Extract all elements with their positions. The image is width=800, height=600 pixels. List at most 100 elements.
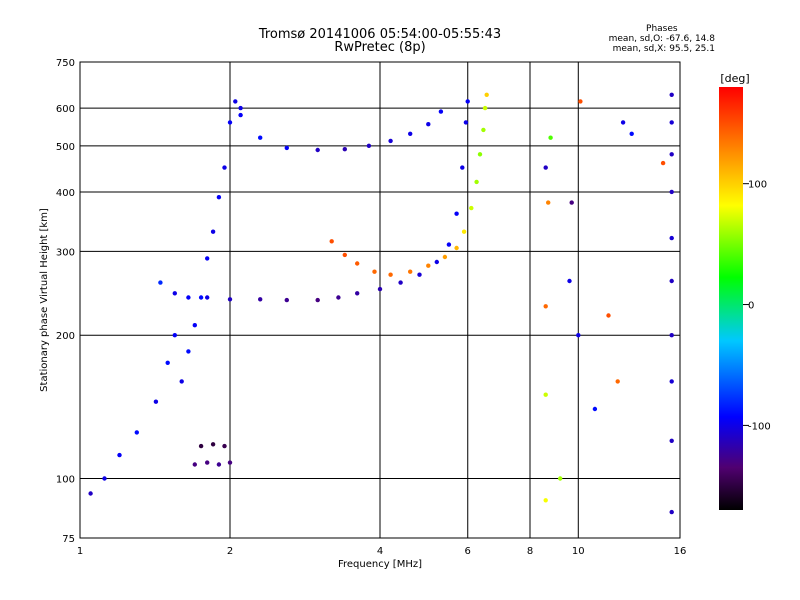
- data-point: [465, 99, 470, 104]
- data-point: [227, 460, 233, 465]
- data-point: [567, 278, 572, 284]
- data-point: [342, 147, 347, 152]
- data-point: [315, 297, 320, 303]
- data-point: [336, 295, 341, 300]
- y-axis-ticks: 75 100 200 300 400 500 600 750: [56, 58, 75, 545]
- data-point: [222, 443, 227, 449]
- data-point: [102, 476, 107, 481]
- y-tick-label: 400: [56, 188, 75, 199]
- data-point: [165, 360, 170, 365]
- colorbar-tick-label: -100: [748, 421, 771, 432]
- data-point: [543, 392, 548, 397]
- x-tick-label: 16: [674, 546, 687, 557]
- data-point: [205, 256, 210, 261]
- data-point: [548, 135, 553, 140]
- data-point: [474, 179, 479, 185]
- data-point: [210, 229, 216, 234]
- data-point: [329, 239, 334, 244]
- grid-lines: [80, 62, 680, 538]
- data-point: [377, 286, 383, 292]
- data-point: [442, 254, 448, 260]
- x-tick-label: 10: [572, 546, 585, 557]
- data-point: [669, 438, 674, 443]
- data-point: [372, 269, 377, 274]
- data-point: [592, 406, 598, 412]
- data-point: [238, 105, 243, 111]
- data-point: [198, 443, 204, 449]
- data-point: [417, 272, 422, 277]
- data-point: [172, 333, 177, 338]
- data-point: [543, 304, 548, 309]
- colorbar-ticks: 100 0 -100: [743, 180, 771, 432]
- data-point: [186, 349, 191, 354]
- data-points: [88, 92, 674, 515]
- data-point: [117, 452, 122, 458]
- data-point: [543, 498, 548, 503]
- data-point: [629, 131, 634, 136]
- data-point: [227, 120, 233, 125]
- data-point: [284, 145, 289, 151]
- data-point: [660, 160, 666, 166]
- x-tick-label: 8: [527, 546, 533, 557]
- data-point: [192, 323, 197, 328]
- data-point: [158, 280, 163, 285]
- phase-stats-x: mean, sd,X: 95.5, 25.1: [612, 44, 715, 54]
- data-point: [477, 152, 483, 157]
- data-point: [484, 92, 489, 98]
- data-point: [434, 259, 439, 265]
- data-point: [284, 297, 289, 303]
- data-point: [669, 509, 674, 515]
- data-point: [355, 261, 360, 266]
- data-point: [620, 120, 626, 125]
- data-point: [205, 295, 210, 300]
- x-tick-label: 6: [465, 546, 471, 557]
- data-point: [366, 143, 372, 148]
- data-point: [482, 105, 488, 111]
- y-axis-label: Stationary phase Virtual Height [km]: [39, 208, 50, 392]
- data-point: [179, 379, 184, 384]
- data-point: [426, 122, 431, 127]
- data-point: [216, 195, 222, 200]
- data-point: [258, 297, 263, 302]
- colorbar-unit-label: [deg]: [720, 72, 749, 85]
- data-point: [576, 333, 581, 338]
- data-point: [222, 165, 227, 170]
- colorbar: [719, 87, 743, 510]
- data-point: [216, 462, 222, 467]
- colorbar-tick-label: 0: [748, 301, 754, 312]
- x-axis-label: Frequency [MHz]: [338, 559, 422, 570]
- y-tick-label: 750: [56, 58, 75, 69]
- data-point: [669, 278, 674, 284]
- data-point: [210, 442, 216, 447]
- data-point: [227, 297, 233, 302]
- data-point: [388, 272, 393, 277]
- data-point: [342, 252, 347, 258]
- data-point: [669, 92, 674, 98]
- data-point: [426, 263, 431, 268]
- data-point: [669, 189, 674, 195]
- data-point: [198, 295, 204, 300]
- data-point: [558, 476, 563, 481]
- data-point: [446, 242, 452, 247]
- data-point: [153, 399, 159, 404]
- x-axis-ticks: 1 2 4 6 8 10 16: [77, 546, 687, 557]
- data-point: [258, 135, 263, 140]
- x-tick-label: 2: [227, 546, 233, 557]
- data-point: [233, 99, 238, 104]
- data-point: [569, 200, 574, 205]
- data-point: [134, 430, 139, 435]
- data-point: [615, 379, 620, 384]
- data-point: [469, 205, 474, 211]
- phase-stats: Phases mean, sd,O: -67.6, 14.8 mean, sd,…: [609, 24, 715, 54]
- data-point: [186, 295, 191, 300]
- data-point: [669, 120, 674, 125]
- data-point: [192, 462, 197, 467]
- y-tick-label: 75: [62, 534, 75, 545]
- chart-title-line1: Tromsø 20141006 05:54:00-05:55:43: [258, 27, 502, 42]
- data-point: [578, 99, 583, 104]
- data-point: [454, 245, 459, 251]
- data-point: [481, 127, 486, 133]
- data-point: [408, 131, 413, 136]
- x-tick-label: 4: [377, 546, 383, 557]
